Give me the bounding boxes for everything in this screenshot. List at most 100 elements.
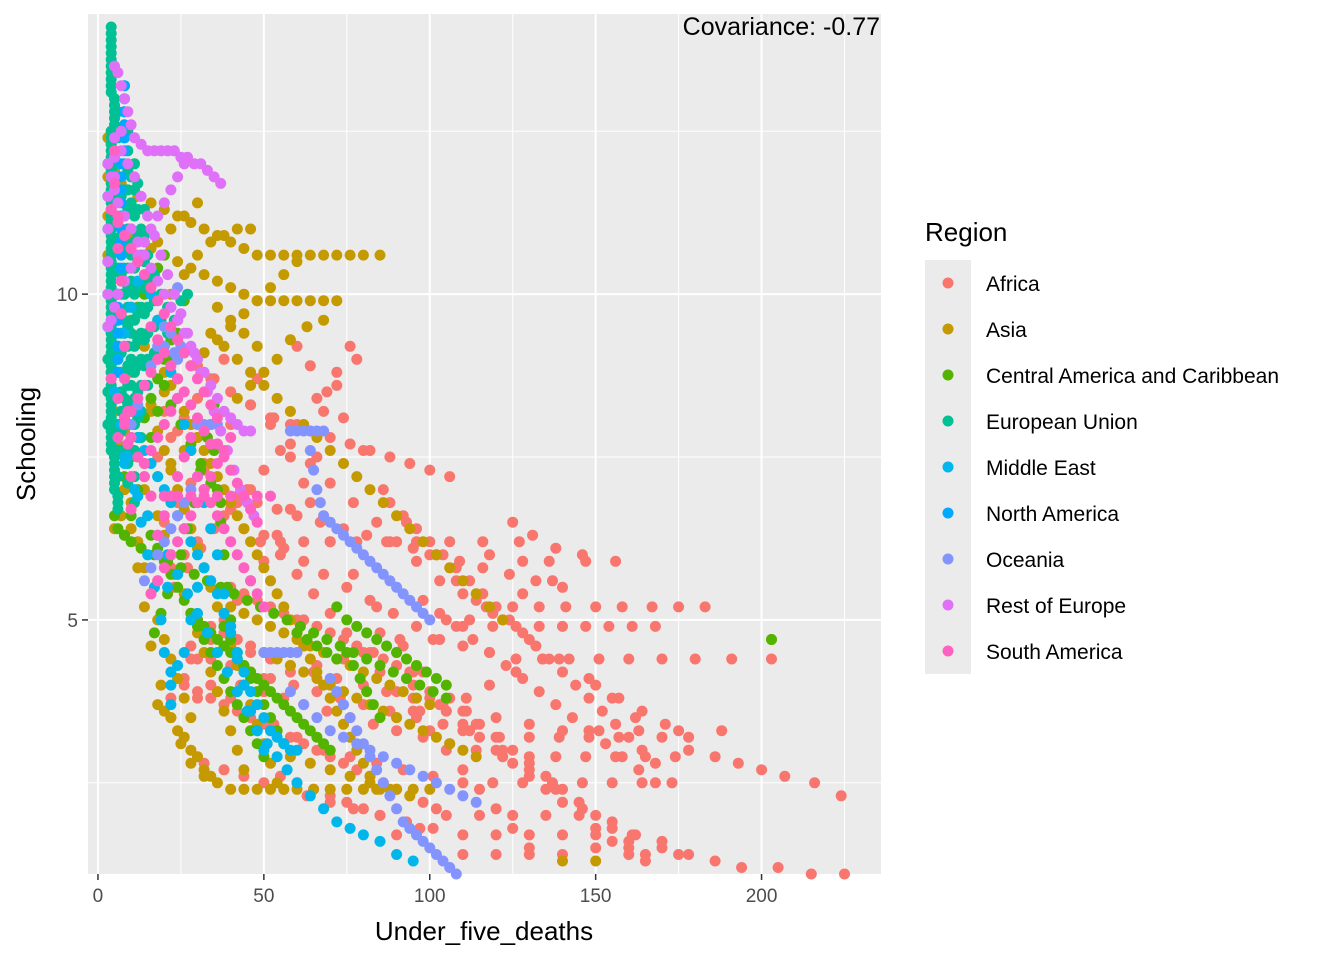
data-point (364, 445, 376, 456)
legend-label: North America (986, 503, 1119, 526)
data-point (457, 575, 469, 587)
data-point (517, 555, 529, 567)
data-point (507, 822, 519, 834)
data-point (656, 835, 668, 847)
data-point (344, 438, 356, 450)
data-point (477, 562, 489, 574)
data-point (271, 777, 283, 789)
data-point (115, 262, 127, 274)
data-point (510, 666, 522, 678)
data-point (152, 549, 164, 561)
data-point (265, 725, 276, 737)
x-axis-title: Under_five_deaths (375, 916, 593, 946)
data-point (172, 256, 184, 268)
data-point (122, 158, 134, 170)
data-point (132, 256, 144, 268)
data-point (298, 699, 310, 711)
data-point (291, 568, 303, 580)
data-point (158, 419, 170, 430)
data-point (503, 568, 515, 580)
data-point (162, 269, 174, 281)
data-point (457, 764, 469, 776)
data-point (231, 744, 243, 756)
data-point (198, 425, 210, 437)
data-point (656, 653, 668, 665)
x-tick-label: 100 (414, 886, 446, 907)
data-point (716, 725, 728, 737)
data-point (122, 405, 134, 417)
data-point (178, 419, 190, 430)
data-point (457, 777, 469, 789)
data-point (732, 757, 744, 769)
data-point (142, 210, 154, 222)
data-point (172, 510, 184, 522)
data-point (318, 568, 330, 580)
data-point (251, 549, 263, 561)
data-point (689, 653, 701, 665)
data-point (109, 177, 120, 189)
data-point (192, 497, 203, 509)
data-point (404, 764, 416, 776)
data-point (470, 796, 482, 808)
data-point (563, 653, 575, 665)
data-point (596, 705, 608, 717)
data-point (238, 607, 250, 619)
data-point (427, 822, 439, 834)
data-point (636, 705, 648, 717)
data-point (192, 581, 203, 593)
legend-item: Oceania (942, 549, 1065, 572)
data-point (225, 282, 237, 294)
data-point (185, 536, 197, 548)
data-point (258, 562, 270, 574)
data-point (580, 751, 592, 763)
data-point (384, 679, 396, 691)
data-point (225, 536, 237, 548)
data-point (251, 295, 263, 307)
legend-item: European Union (942, 411, 1138, 434)
data-point (172, 568, 184, 580)
data-point (138, 334, 150, 346)
data-point (218, 353, 230, 365)
data-point (381, 640, 393, 652)
data-point (338, 412, 349, 424)
data-point (172, 581, 184, 593)
data-point (251, 614, 263, 626)
data-point (557, 666, 568, 678)
data-point (251, 340, 263, 352)
data-point (510, 653, 522, 665)
data-point (557, 796, 568, 808)
data-point (338, 731, 349, 743)
data-point (258, 601, 270, 613)
data-point (192, 471, 203, 483)
data-point (301, 634, 313, 645)
data-point (165, 712, 177, 724)
data-point (251, 725, 263, 737)
data-point (195, 458, 207, 469)
data-point (231, 653, 243, 665)
data-point (175, 308, 187, 320)
data-point (361, 653, 373, 665)
data-point (341, 581, 353, 593)
data-point (649, 777, 661, 789)
data-point (265, 620, 276, 632)
data-point (185, 432, 197, 443)
data-point (211, 647, 223, 658)
data-point (397, 686, 409, 698)
data-point (158, 647, 170, 658)
data-point (484, 549, 495, 561)
data-point (709, 751, 721, 763)
legend-key (942, 323, 954, 335)
data-point (593, 653, 605, 665)
data-point (467, 634, 479, 645)
data-point (623, 835, 635, 847)
data-point (109, 145, 120, 157)
y-axis-title: Schooling (11, 387, 41, 501)
data-point (669, 751, 681, 763)
data-point (251, 783, 263, 795)
legend-label: South America (986, 641, 1123, 664)
data-point (112, 392, 124, 404)
data-point (779, 770, 791, 782)
data-point (138, 236, 150, 248)
data-point (457, 829, 469, 841)
data-point (245, 379, 257, 391)
